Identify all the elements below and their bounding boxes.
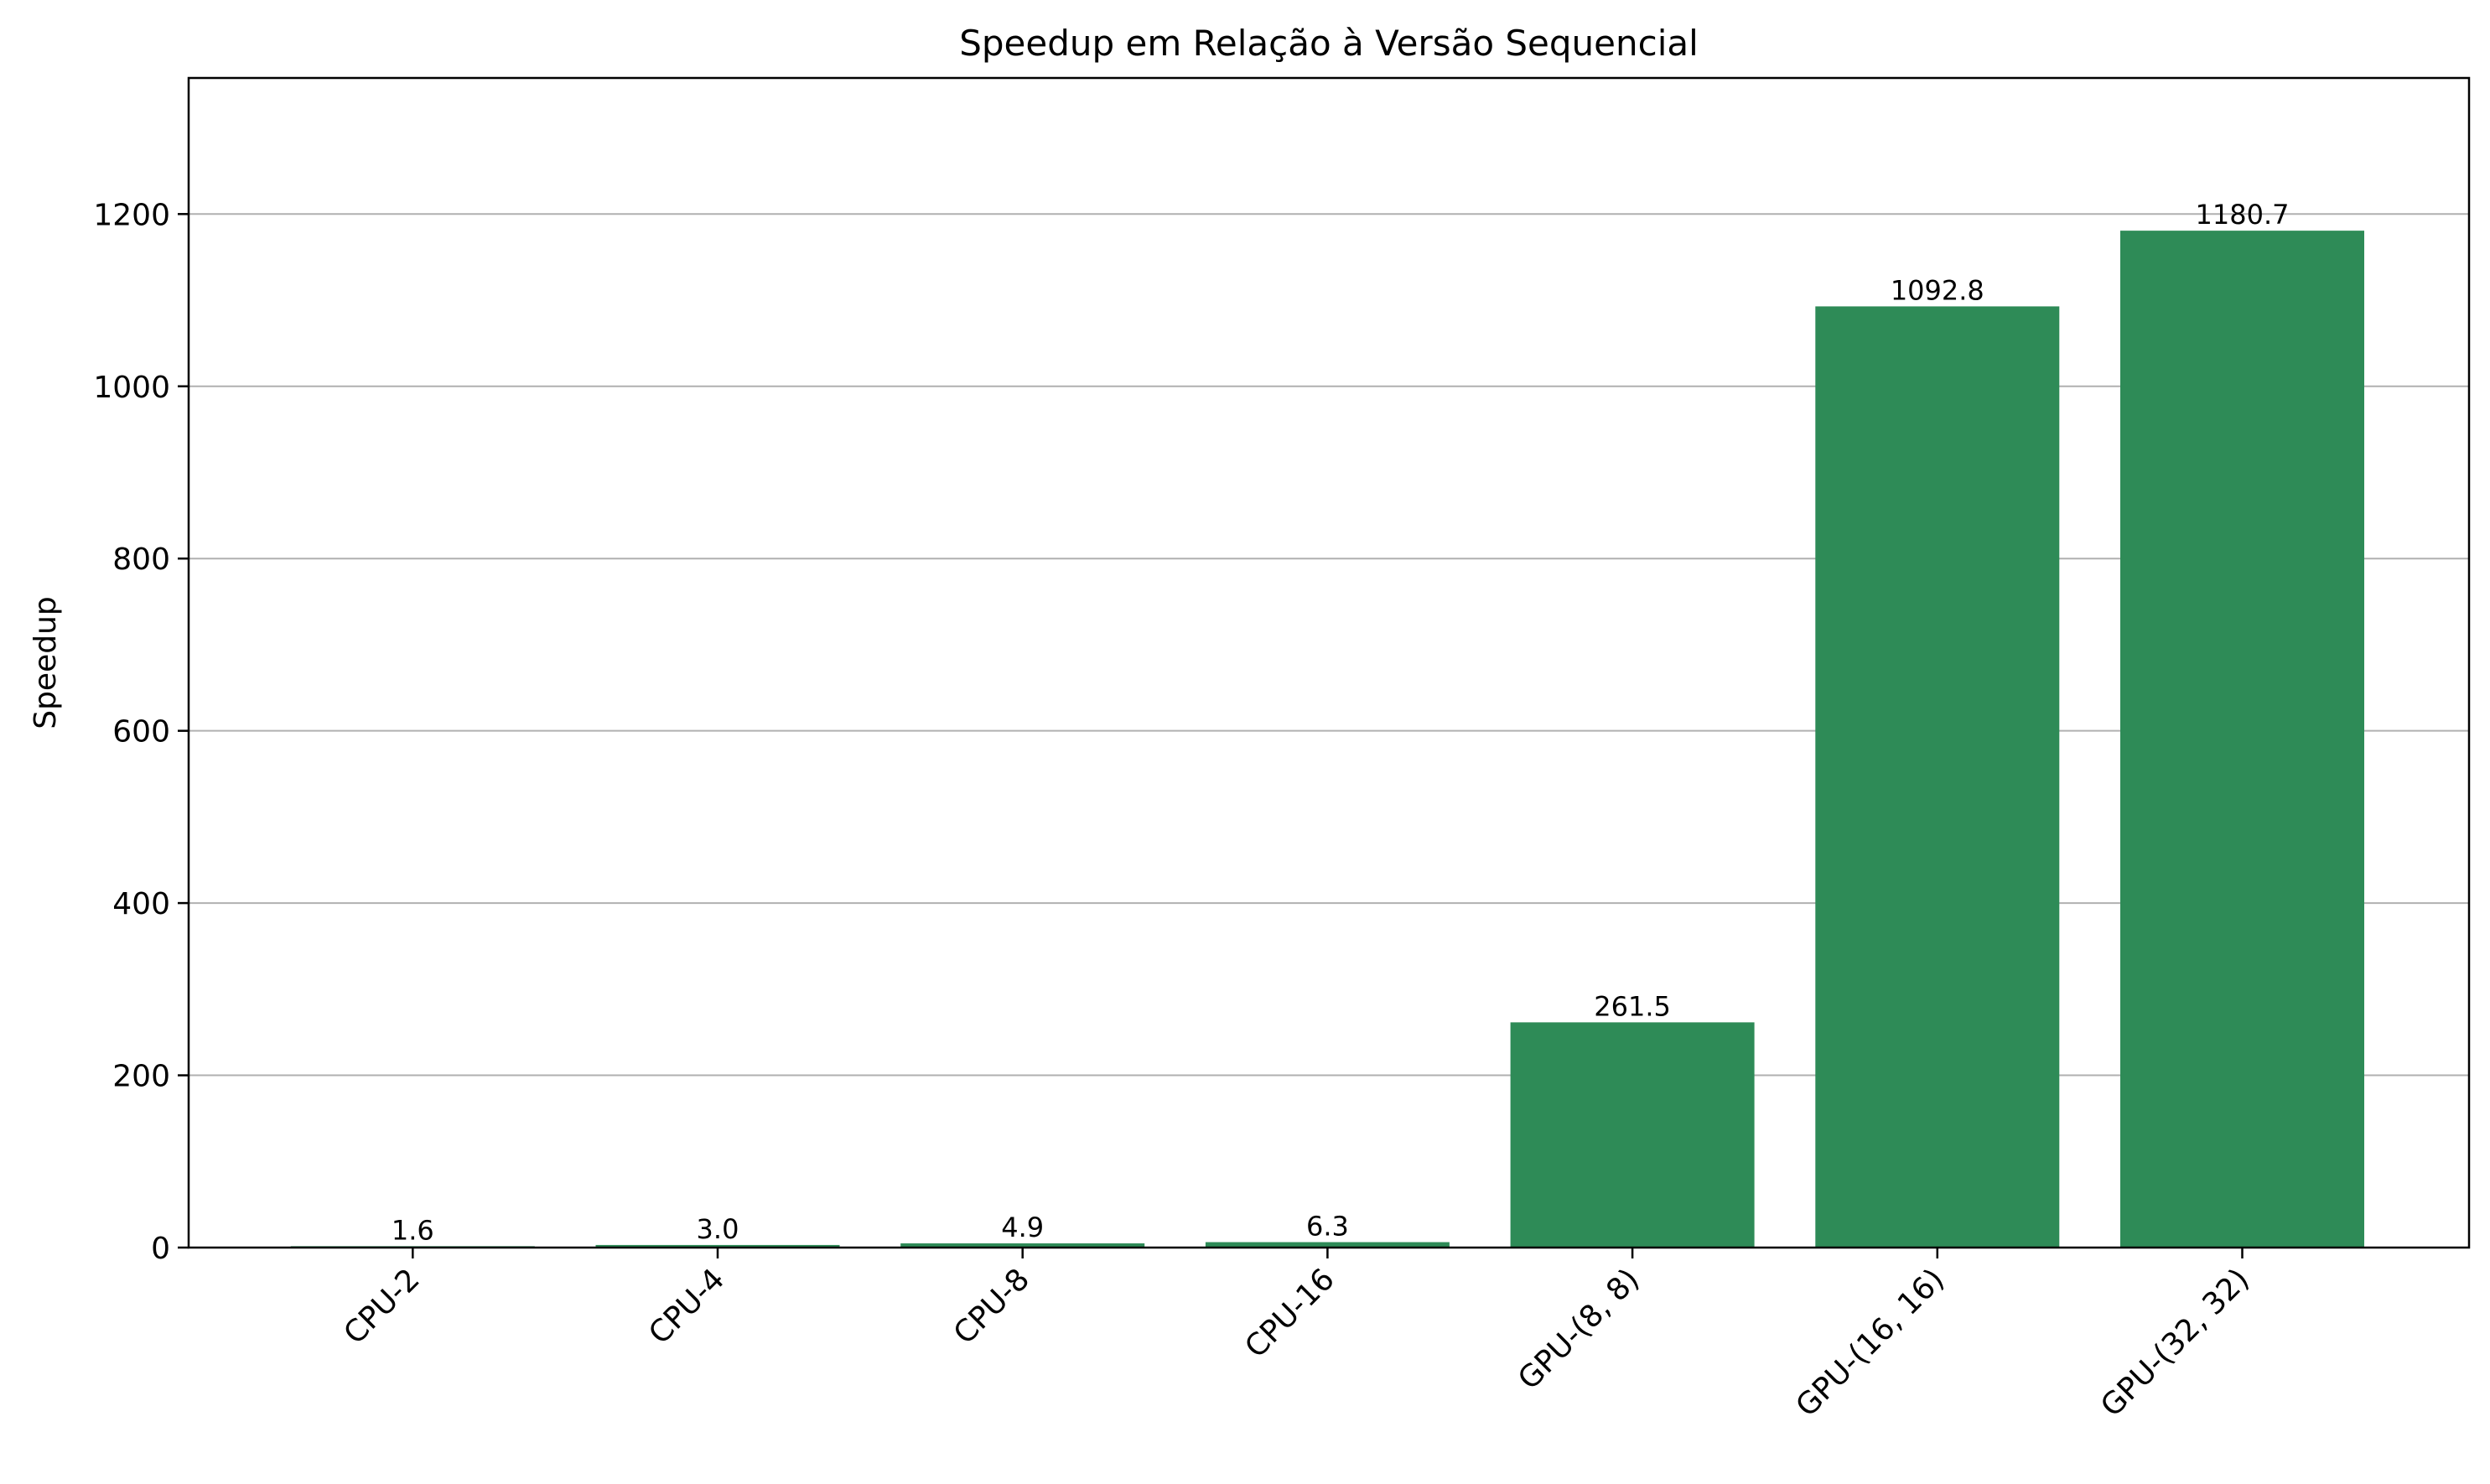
x-tick-label: CPU-4 [642, 1262, 731, 1351]
y-tick-label: 600 [112, 715, 170, 750]
bar [1510, 1022, 1755, 1248]
x-tick-label: GPU-(16, 16) [1789, 1262, 1951, 1424]
plot-area-frame [187, 76, 2471, 1249]
bar-value-label: 1.6 [392, 1214, 434, 1246]
bar-value-label: 4.9 [1001, 1212, 1044, 1243]
y-tick-label: 0 [151, 1232, 170, 1266]
y-tick-label: 1000 [93, 371, 170, 405]
y-tick-label: 200 [112, 1060, 170, 1094]
bar-value-label: 6.3 [1306, 1211, 1349, 1243]
bar-value-labels: 1.6 3.0 4.9 6.3 261.5 1092.8 1180.7 [392, 199, 2290, 1246]
x-tick-label: GPU-(8, 8) [1512, 1262, 1646, 1396]
bar-value-label: 1092.8 [1891, 274, 1984, 306]
bar-value-label: 261.5 [1594, 990, 1671, 1022]
bar [1205, 1242, 1450, 1248]
y-axis-ticks: 0 200 400 600 800 1000 1200 [93, 198, 189, 1266]
x-axis-ticks: CPU-2 CPU-4 CPU-8 CPU-16 GPU-(8, 8) GPU-(16, … [338, 1248, 2256, 1424]
x-tick-label: CPU-2 [338, 1262, 427, 1351]
x-tick-label: CPU-16 [1238, 1262, 1341, 1364]
y-tick-label: 800 [112, 542, 170, 577]
x-tick-label: CPU-8 [947, 1262, 1036, 1351]
bar-value-label: 3.0 [697, 1213, 739, 1245]
gridlines [189, 213, 2469, 1077]
y-tick-label: 1200 [93, 198, 170, 232]
chart-title: Speedup em Relação à Versão Sequencial [959, 23, 1699, 64]
bar [2120, 231, 2364, 1248]
bars [290, 231, 2364, 1248]
y-axis-label: Speedup [29, 596, 63, 729]
y-tick-label: 400 [112, 887, 170, 921]
bar [1815, 306, 2060, 1248]
x-tick-label: GPU-(32, 32) [2094, 1262, 2256, 1424]
bar [595, 1244, 840, 1248]
bar-value-label: 1180.7 [2196, 199, 2290, 231]
bar [900, 1243, 1145, 1248]
